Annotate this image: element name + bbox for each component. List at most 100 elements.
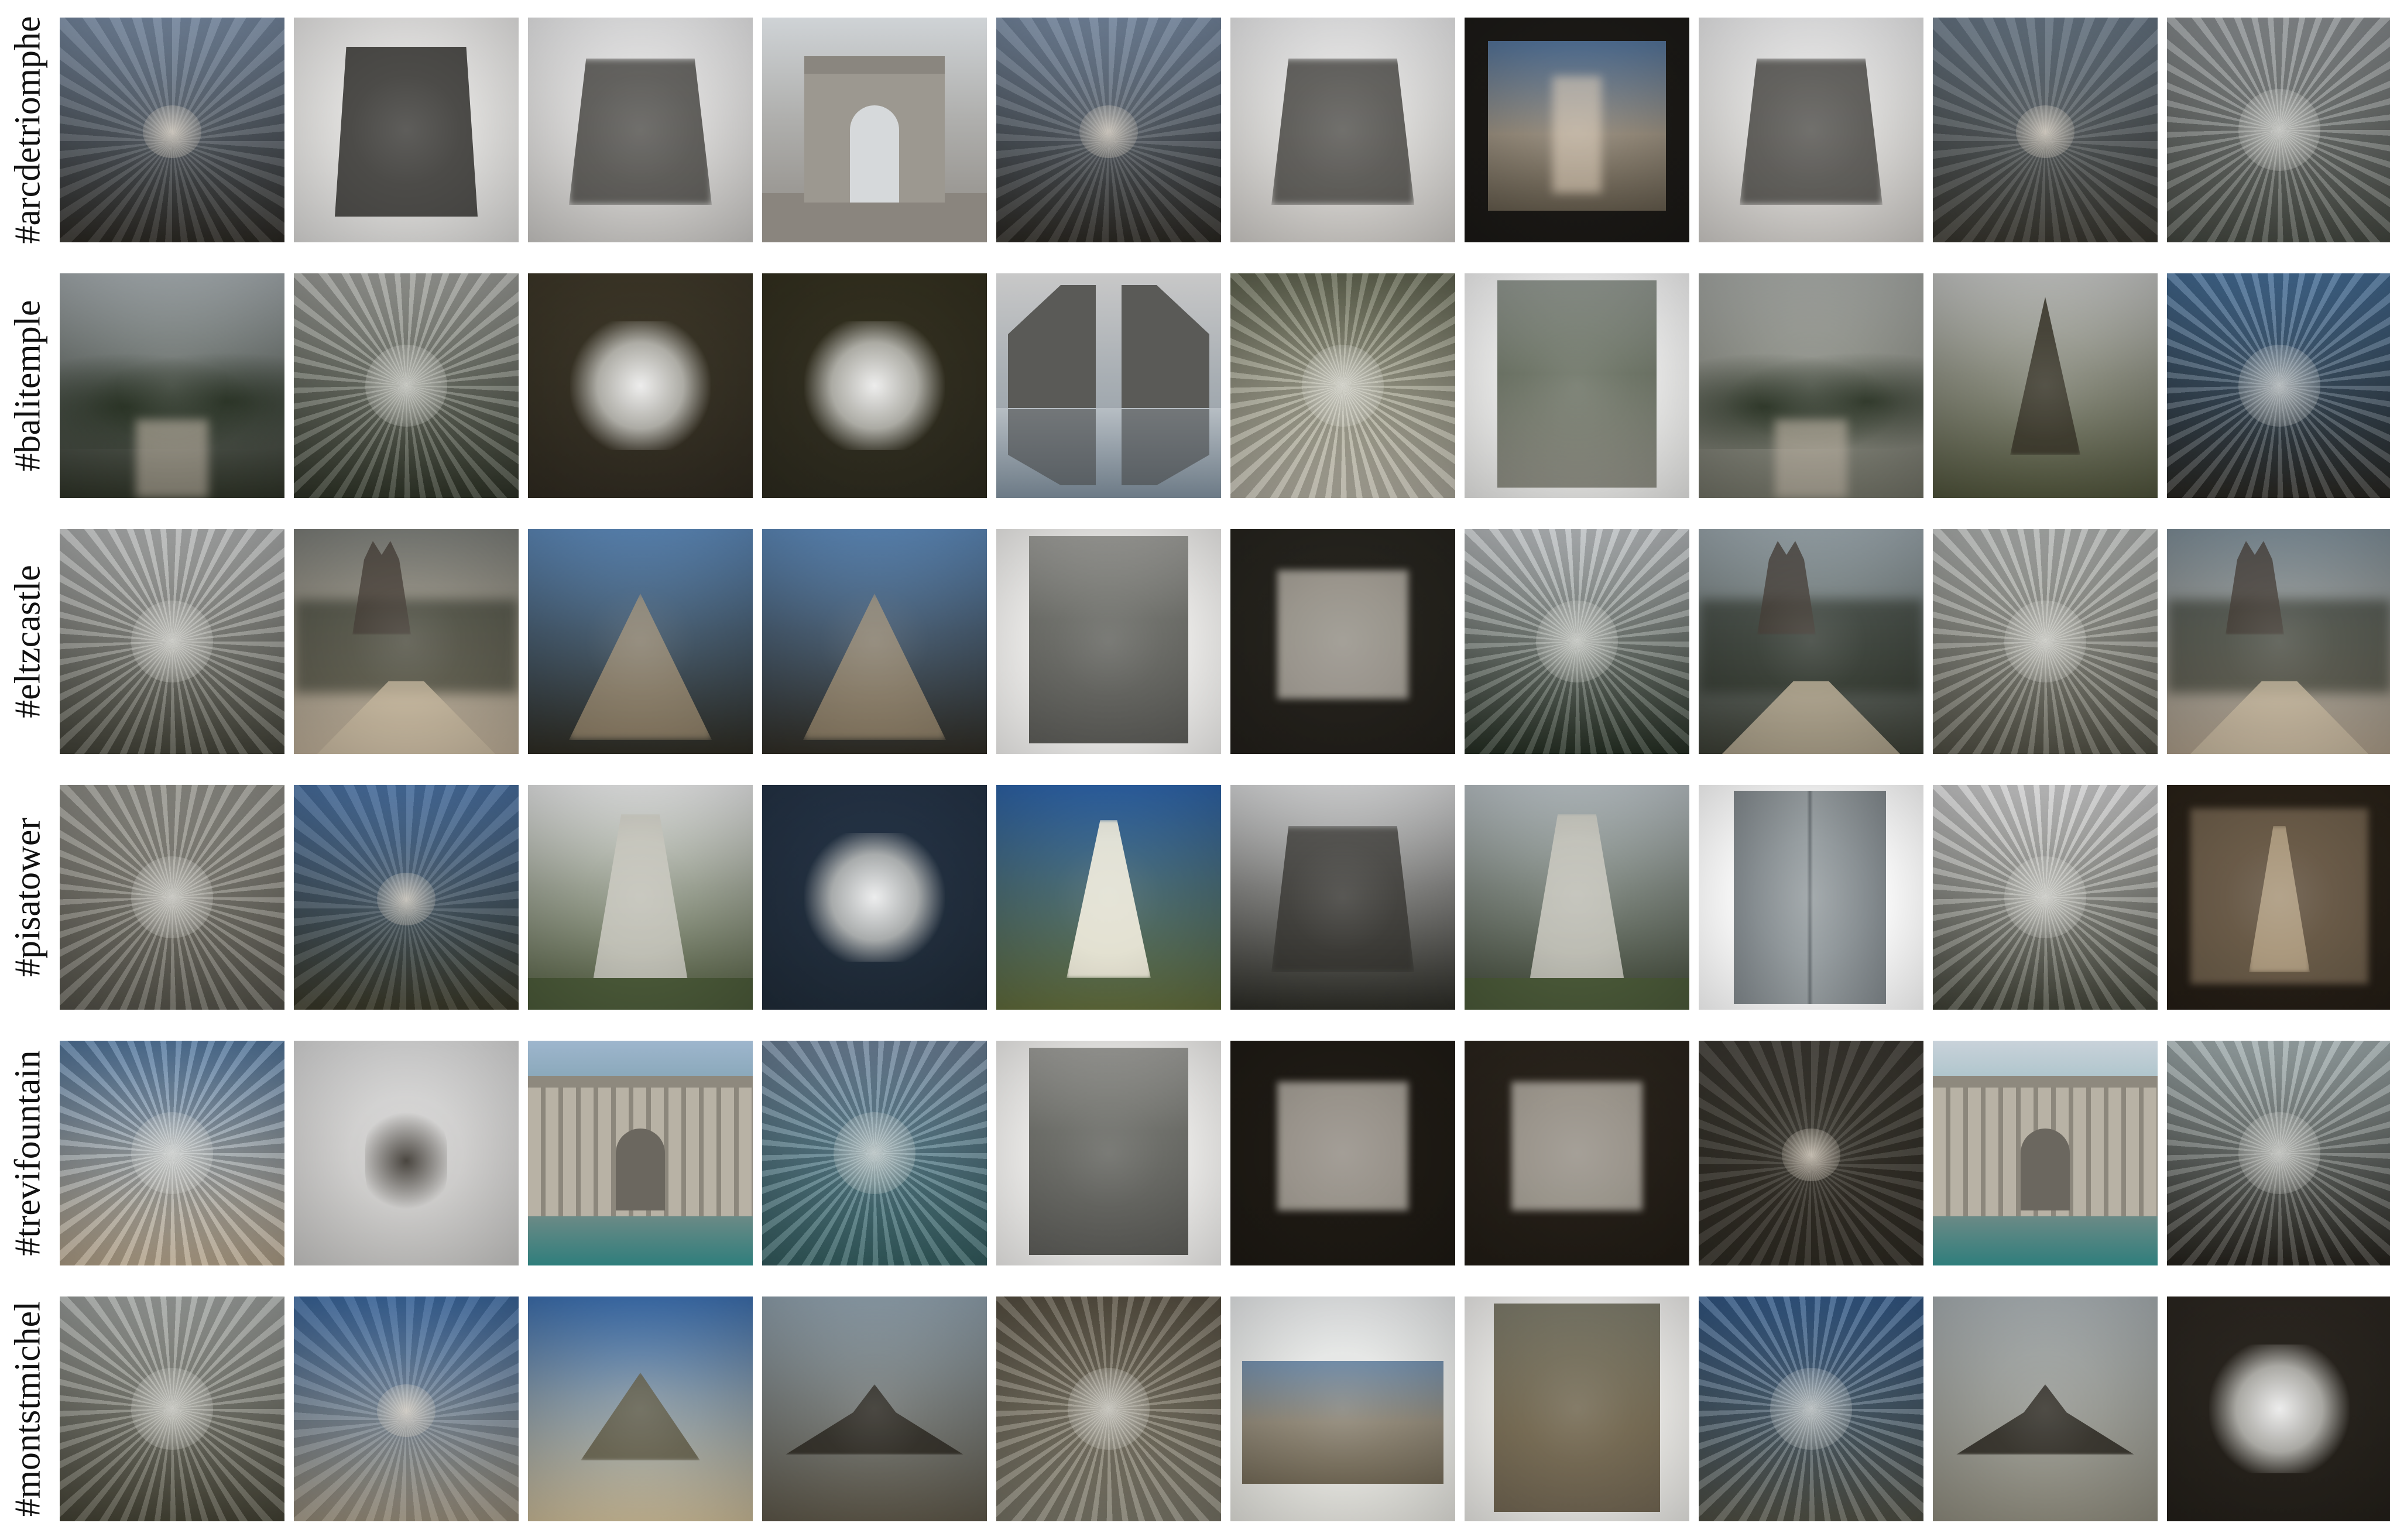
row-label-text: #balitemple (8, 300, 48, 472)
thumbnail-image (528, 273, 753, 498)
image-detail (1465, 529, 1689, 754)
image-detail (2167, 599, 2390, 693)
image-detail (2238, 345, 2320, 427)
image-detail (1277, 570, 1408, 699)
image-detail (762, 1041, 987, 1265)
image-detail (1494, 1304, 1660, 1512)
image-detail (1271, 826, 1414, 972)
thumbnail-image (996, 785, 1221, 1010)
thumbnail-image (762, 273, 987, 498)
image-detail (1302, 345, 1384, 427)
image-detail (294, 273, 519, 498)
row-label: #eltzcastle (0, 529, 56, 754)
image-detail (60, 785, 284, 1010)
image-detail (528, 978, 753, 1010)
image-detail (2004, 601, 2086, 682)
image-detail (377, 1384, 436, 1437)
thumbnail-image (1933, 18, 2158, 242)
thumbnail-image (2167, 785, 2390, 1010)
image-detail (850, 105, 899, 203)
image-detail (2016, 105, 2074, 158)
image-detail (1734, 791, 1886, 1004)
thumbnail-image (1465, 1041, 1689, 1265)
thumbnail-image (60, 1041, 284, 1265)
thumbnail-image (294, 1297, 519, 1521)
image-detail (592, 814, 688, 984)
grid-row-arcdetriomphe: #arcdetriomphe (0, 16, 2390, 244)
thumbnail-image (528, 18, 753, 242)
image-detail (1008, 409, 1096, 485)
image-detail (1271, 59, 1414, 205)
thumbnail-image (2167, 529, 2390, 754)
image-detail (804, 321, 945, 450)
image-detail (317, 681, 495, 754)
image-detail (60, 344, 284, 449)
image-detail (2004, 856, 2086, 938)
image-detail (335, 47, 478, 217)
image-detail (1008, 285, 1096, 408)
thumbnail-image (996, 1297, 1221, 1521)
row-label-text: #montstmichel (8, 1301, 48, 1517)
image-detail (365, 345, 447, 427)
image-detail (616, 1129, 665, 1210)
image-detail (2249, 826, 2310, 972)
row-label-text: #eltzcastle (8, 565, 48, 718)
thumbnail-image (1230, 18, 1455, 242)
image-detail (2226, 541, 2284, 634)
image-detail (1242, 1361, 1443, 1484)
image-detail (1933, 1076, 2158, 1088)
image-detail (1933, 785, 2158, 1010)
thumbnail-image (1465, 529, 1689, 754)
image-detail (581, 1373, 700, 1460)
image-detail (131, 601, 213, 682)
image-detail (1277, 1082, 1408, 1210)
image-detail (60, 18, 284, 242)
image-detail (1536, 601, 1618, 682)
image-detail (1699, 599, 1923, 693)
thumbnail-image (1230, 785, 1455, 1010)
image-detail (2021, 1129, 2070, 1210)
image-detail (1552, 76, 1602, 193)
thumbnail-image (1699, 18, 1923, 242)
image-detail (1068, 1368, 1150, 1450)
thumbnail-image (528, 1297, 753, 1521)
image-detail (2167, 18, 2390, 242)
thumbnail-image (1699, 785, 1923, 1010)
thumbnail-image (60, 1297, 284, 1521)
image-detail (1782, 1129, 1840, 1181)
thumbnail-image (60, 18, 284, 242)
image-detail (294, 599, 519, 693)
image-detail (1699, 1041, 1923, 1265)
image-detail (131, 1112, 213, 1194)
image-detail (1757, 541, 1816, 634)
image-detail (762, 193, 987, 242)
image-detail (804, 833, 945, 962)
thumbnail-image (1230, 1297, 1455, 1521)
thumbnail-image (294, 1041, 519, 1265)
image-detail (1956, 1384, 2134, 1455)
image-detail (1029, 1048, 1188, 1255)
image-detail (1230, 273, 1455, 498)
thumbnail-image (294, 785, 519, 1010)
thumbnail-image (762, 18, 987, 242)
thumbnail-image (1933, 1041, 2158, 1265)
thumbnail-image (1465, 18, 1689, 242)
thumbnail-image (762, 1297, 987, 1521)
image-detail (569, 59, 712, 205)
thumbnail-image (1933, 1297, 2158, 1521)
image-detail (996, 18, 1221, 242)
image-detail (2209, 1345, 2350, 1473)
image-detail (834, 1112, 915, 1194)
thumbnail-image (996, 1041, 1221, 1265)
thumbnail-image (2167, 273, 2390, 498)
thumbnail-image (60, 785, 284, 1010)
image-detail (2190, 681, 2368, 754)
image-detail (60, 1041, 284, 1265)
thumbnail-image (996, 18, 1221, 242)
image-detail (2238, 1112, 2320, 1194)
thumbnail-image (1699, 273, 1923, 498)
image-detail (996, 408, 1221, 498)
row-label: #arcdetriomphe (0, 16, 56, 243)
image-detail (1740, 59, 1882, 205)
image-detail (996, 1297, 1221, 1521)
